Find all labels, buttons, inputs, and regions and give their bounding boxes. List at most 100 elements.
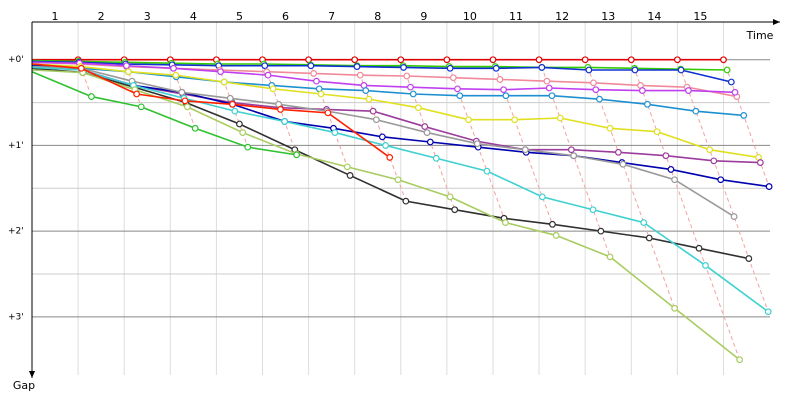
lap-marker: [191, 124, 199, 132]
lap-marker: [313, 77, 320, 85]
lap-marker: [382, 142, 389, 149]
lap-marker: [77, 64, 85, 72]
lap-marker: [667, 166, 675, 173]
lap-marker: [596, 95, 603, 103]
y-tick-label: +2': [8, 227, 24, 237]
lap-marker: [372, 116, 380, 124]
lap-marker: [236, 120, 243, 128]
lap-marker: [723, 66, 731, 74]
lap-marker: [264, 71, 272, 79]
series-line: [31, 59, 728, 71]
lap-marker: [365, 95, 373, 103]
x-tick-label: 10: [463, 10, 477, 23]
lap-marker: [538, 64, 546, 71]
lap-marker: [281, 118, 289, 125]
lap-marker: [695, 244, 703, 252]
x-tick-label: 1: [52, 10, 59, 23]
lap-marker: [756, 159, 764, 166]
lap-marker: [685, 87, 692, 94]
lap-marker: [446, 64, 454, 72]
lap-marker: [231, 107, 239, 115]
lap-marker: [535, 56, 543, 64]
lap-marker: [720, 56, 727, 64]
lap-marker: [677, 66, 685, 74]
lap-marker: [217, 68, 224, 76]
lap-marker: [731, 88, 739, 96]
lap-marker: [394, 176, 402, 184]
lap-marker: [310, 70, 318, 77]
lap-marker: [631, 66, 639, 74]
lap-marker: [269, 85, 277, 93]
lap-marker: [552, 232, 560, 239]
lap-marker: [454, 85, 461, 93]
lap-marker: [378, 133, 386, 141]
lap-marker: [606, 253, 614, 261]
lap-marker: [502, 92, 510, 100]
series-line: [31, 64, 770, 188]
y-tick-label: +0': [8, 55, 24, 65]
lap-marker: [638, 87, 646, 94]
lap-marker: [226, 94, 234, 102]
lap-marker: [261, 62, 269, 70]
lap-marker: [489, 56, 497, 64]
x-tick-label: 5: [236, 10, 243, 23]
lap-marker: [331, 129, 339, 136]
lap-marker: [717, 176, 725, 184]
series-line: [31, 70, 297, 156]
lap-marker: [432, 154, 440, 162]
lap-marker: [710, 157, 718, 165]
x-tick-label: 13: [601, 10, 615, 23]
lap-marker: [567, 146, 575, 154]
lap-marker: [451, 206, 459, 214]
lap-marker: [606, 124, 614, 132]
lap-marker: [277, 106, 284, 113]
lap-marker: [556, 114, 564, 122]
lap-marker: [137, 103, 145, 111]
series-line: [31, 63, 759, 159]
lap-marker: [538, 193, 546, 201]
lap-marker: [702, 262, 709, 269]
lap-marker: [597, 227, 605, 235]
lap-marker: [592, 86, 600, 94]
lap-marker: [692, 107, 700, 115]
lap-marker: [317, 90, 325, 98]
lap-marker: [220, 78, 228, 86]
y-tick-label: +1': [8, 141, 24, 151]
lap-marker: [730, 213, 738, 220]
lap-marker: [324, 109, 332, 117]
lap-marker: [521, 146, 529, 154]
lap-marker: [764, 308, 772, 316]
lap-marker: [124, 68, 132, 76]
lap-marker: [346, 172, 354, 179]
lap-marker: [483, 167, 491, 175]
lap-marker: [293, 151, 301, 159]
lap-marker: [543, 77, 551, 85]
lap-marker: [627, 56, 635, 64]
lap-marker: [644, 100, 651, 108]
lap-line: [723, 59, 770, 187]
lap-marker: [740, 112, 748, 119]
lap-line: [123, 59, 142, 108]
lap-marker: [736, 356, 744, 364]
lap-line: [538, 59, 611, 258]
lap-marker: [500, 86, 507, 94]
lap-marker: [369, 107, 377, 115]
lap-marker: [585, 66, 593, 74]
lap-marker: [307, 62, 315, 70]
x-tick-label: 8: [374, 10, 381, 23]
lap-marker: [653, 128, 661, 136]
lap-marker: [645, 234, 653, 242]
x-tick-label: 6: [282, 10, 289, 23]
lap-marker: [548, 92, 556, 100]
lap-marker: [496, 76, 504, 83]
lap-marker: [239, 129, 247, 136]
lap-marker: [745, 255, 753, 262]
lap-marker: [229, 100, 236, 108]
x-axis-label: Time: [746, 29, 774, 42]
x-tick-label: 11: [509, 10, 523, 23]
lap-marker: [170, 64, 177, 72]
series-line: [31, 69, 741, 361]
lap-marker: [423, 129, 431, 136]
lap-marker: [706, 146, 714, 154]
lap-marker: [123, 62, 130, 70]
